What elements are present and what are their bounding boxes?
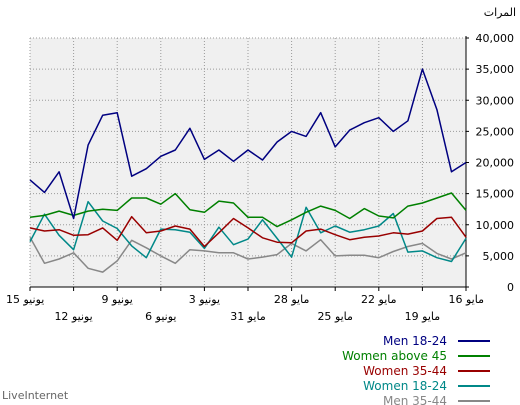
legend-label: Women 18-24 bbox=[363, 379, 447, 393]
y-tick-label: 25,000 bbox=[476, 125, 515, 138]
x-tick-label: 3 يونيو bbox=[189, 293, 220, 306]
y-tick-label: 35,000 bbox=[476, 63, 515, 76]
watermark-text: LiveInternet bbox=[2, 389, 69, 402]
legend-label: Men 35-44 bbox=[383, 394, 447, 405]
x-tick-label: 22 مايو bbox=[361, 293, 397, 306]
x-tick-label: 25 مايو bbox=[317, 310, 353, 323]
y-tick-label: 0 bbox=[507, 281, 514, 294]
series-line-men-35-44 bbox=[29, 236, 467, 273]
y-tick-label: 10,000 bbox=[476, 219, 515, 232]
legend-label: Women 35-44 bbox=[363, 364, 447, 378]
x-tick-label: 19 مايو bbox=[405, 310, 441, 323]
y-tick-label: 40,000 bbox=[476, 32, 515, 45]
x-tick-label: 16 مايو bbox=[449, 293, 485, 306]
series-line-women-18-24 bbox=[29, 200, 467, 263]
series-line-women-above-45 bbox=[29, 192, 467, 228]
y-axis-label: المرات bbox=[484, 6, 516, 19]
x-axis-ticks: 15 يونيو 12 يونيو 9 يونيو 6 يونيو 3 يونيو 31 … bbox=[6, 287, 484, 323]
y-axis-ticks: 0 5,000 10,000 15,000 20,000 25,000 30,000 35,0… bbox=[466, 32, 514, 294]
y-tick-label: 20,000 bbox=[476, 157, 515, 170]
x-tick-label: 9 يونيو bbox=[102, 293, 133, 306]
legend-label: Women above 45 bbox=[342, 349, 447, 363]
x-tick-label: 28 مايو bbox=[274, 293, 310, 306]
legend-label: Men 18-24 bbox=[383, 334, 447, 348]
x-tick-label: 15 يونيو bbox=[6, 293, 44, 306]
plot-area bbox=[29, 36, 467, 288]
y-tick-label: 30,000 bbox=[476, 94, 515, 107]
x-tick-label: 6 يونيو bbox=[145, 310, 176, 323]
y-tick-label: 5,000 bbox=[483, 250, 515, 263]
series-line-men-18-24 bbox=[29, 68, 467, 220]
series-line-women-35-44 bbox=[29, 215, 467, 248]
y-tick-label: 15,000 bbox=[476, 188, 515, 201]
x-tick-label: 31 مايو bbox=[230, 310, 266, 323]
x-tick-label: 12 يونيو bbox=[54, 310, 92, 323]
